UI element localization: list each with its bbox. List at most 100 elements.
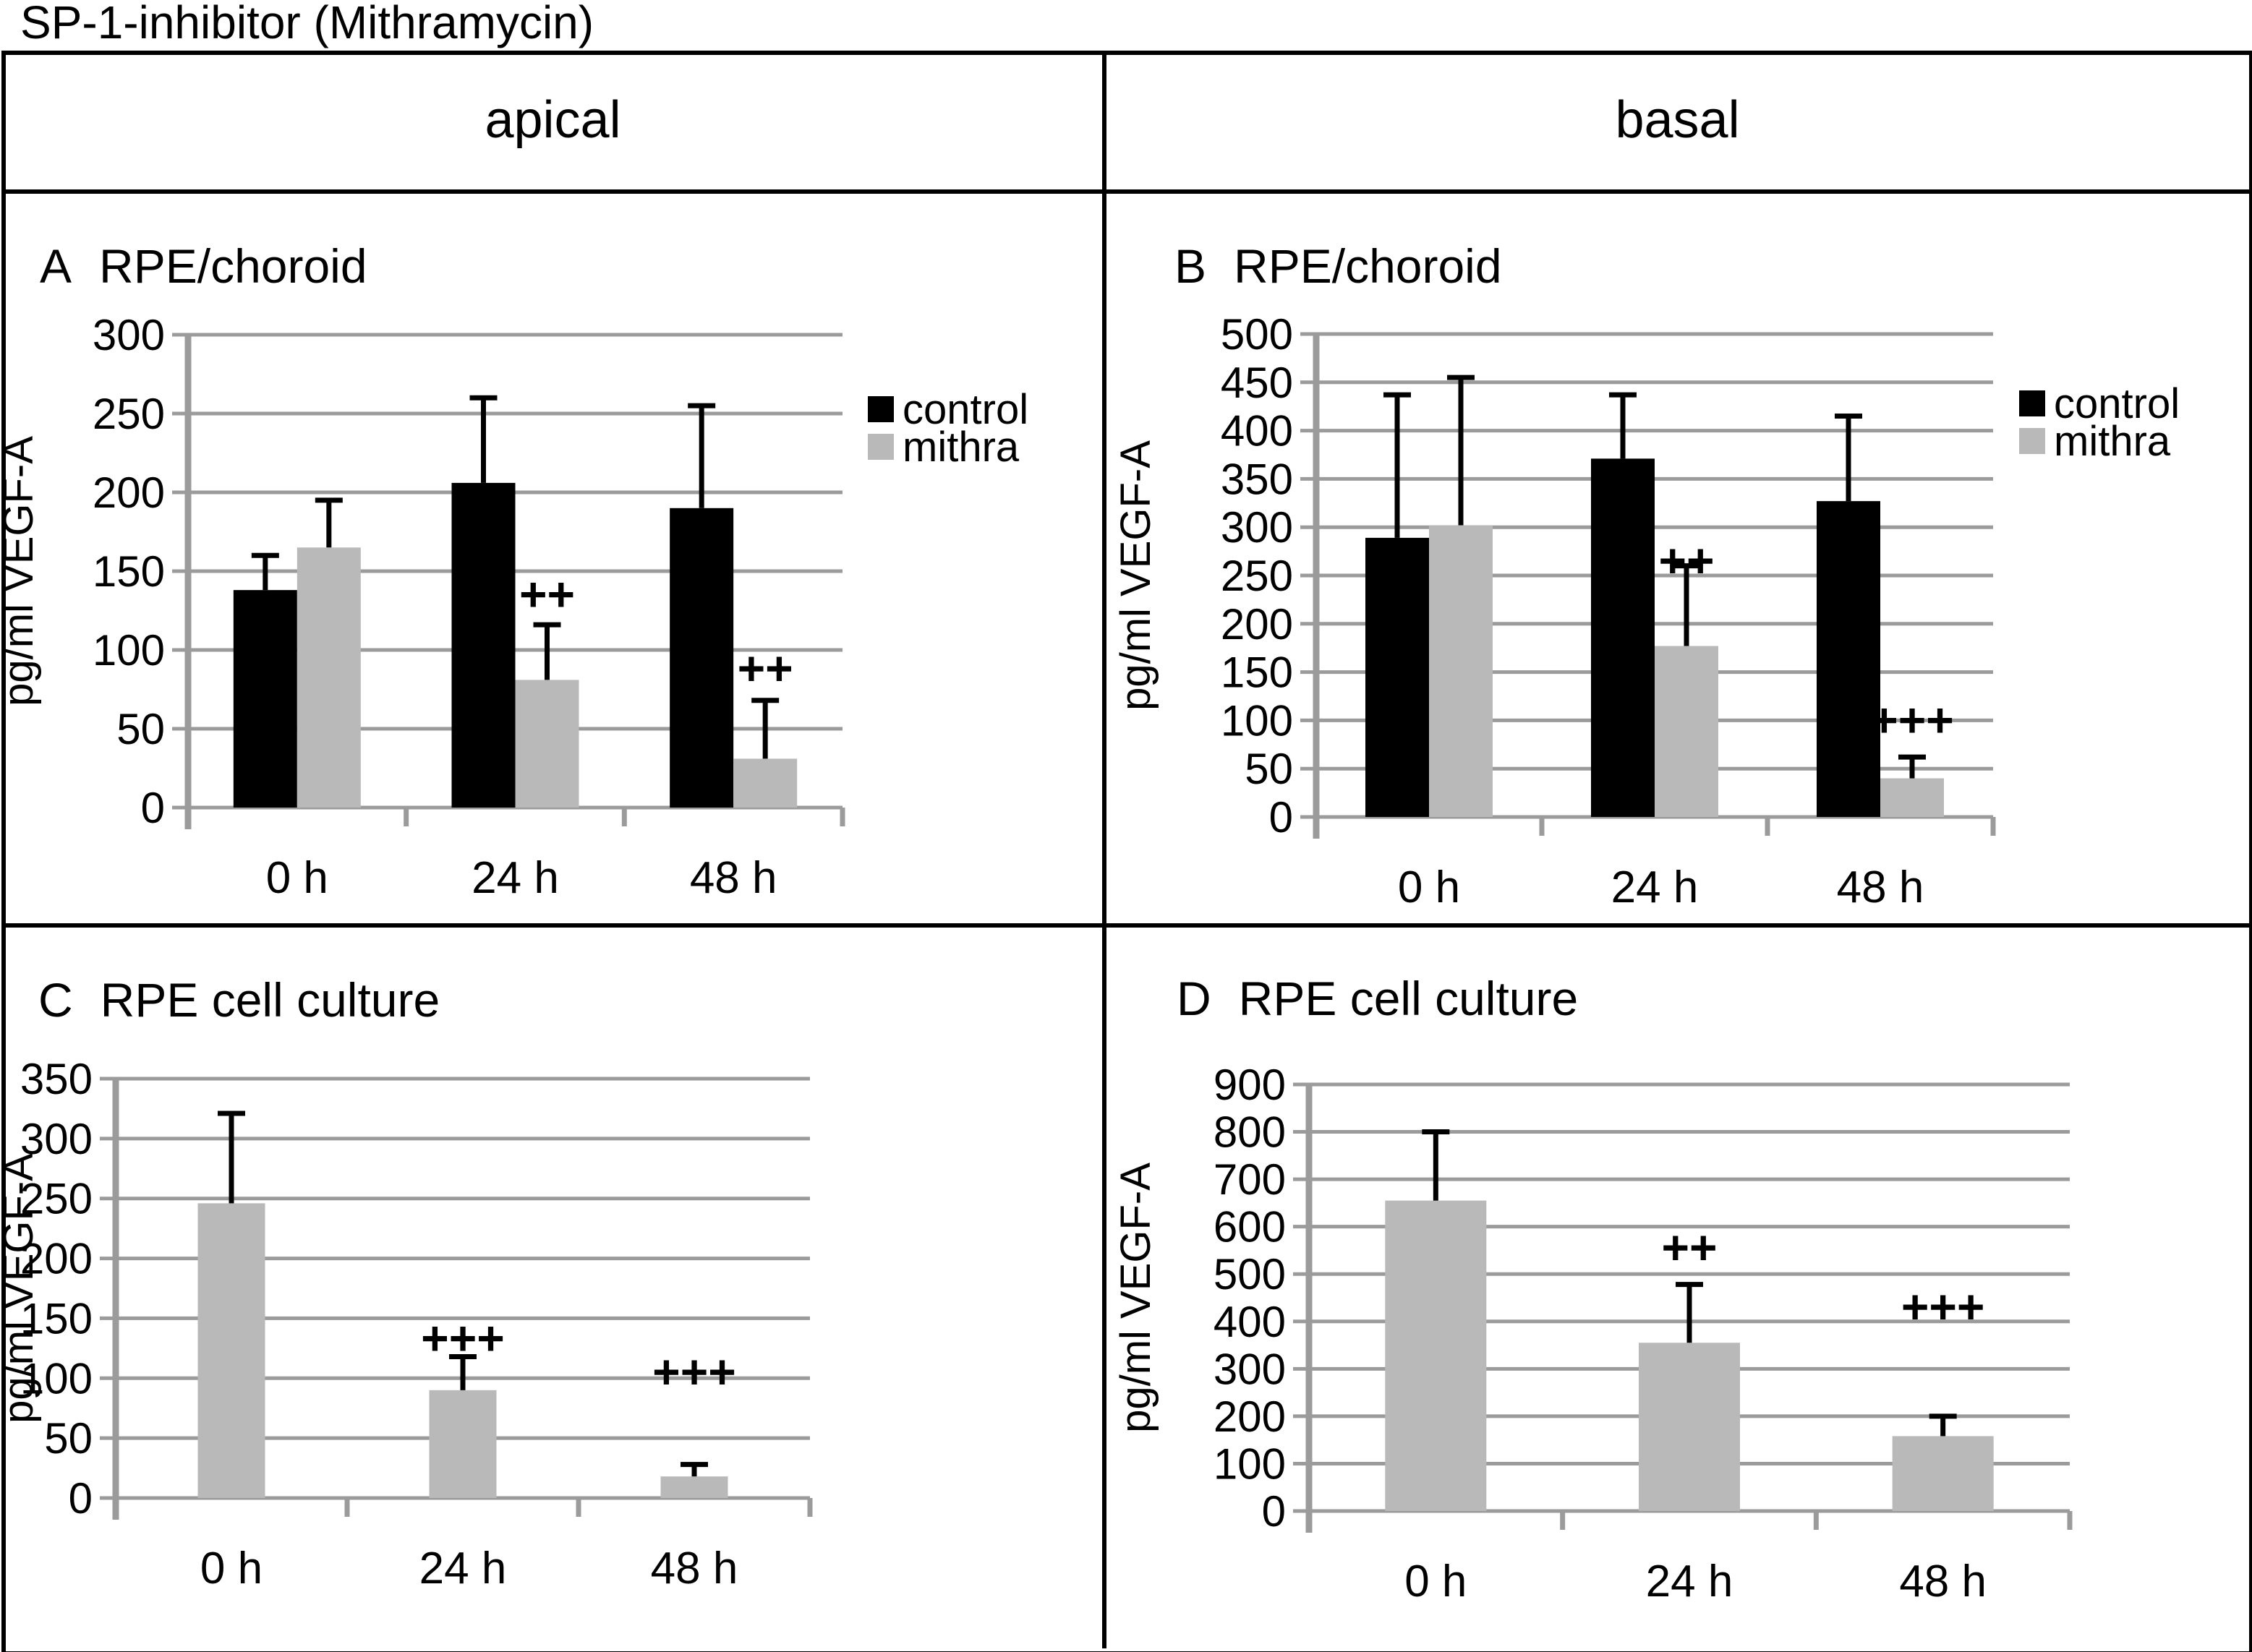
panel-b-name: RPE/choroid bbox=[1234, 239, 1502, 293]
y-tick-label: 200 bbox=[20, 1235, 93, 1283]
legend-swatch-control bbox=[868, 396, 894, 422]
bar-control-48h bbox=[670, 508, 734, 808]
significance-mark: +++ bbox=[1870, 693, 1954, 746]
bar-mithra-48h bbox=[733, 758, 798, 808]
x-category-label: 0 h bbox=[266, 853, 328, 903]
bar-mithra-24h bbox=[1639, 1343, 1740, 1511]
y-tick-label: 700 bbox=[1214, 1155, 1286, 1204]
panel-d-letter: D bbox=[1177, 972, 1211, 1025]
y-tick-label: 250 bbox=[20, 1175, 93, 1223]
x-category-label: 0 h bbox=[200, 1544, 263, 1593]
bar-mithra-48h bbox=[1892, 1436, 1994, 1511]
y-tick-label: 500 bbox=[1221, 310, 1293, 359]
bar-control-48h bbox=[1817, 501, 1880, 817]
significance-mark: ++ bbox=[519, 568, 575, 621]
y-tick-label: 50 bbox=[1245, 745, 1293, 793]
y-axis-label: pg/ml VEGF-A bbox=[1112, 1163, 1159, 1433]
y-tick-label: 250 bbox=[93, 390, 165, 438]
y-tick-label: 150 bbox=[1221, 649, 1293, 697]
header-divider bbox=[1, 189, 2249, 194]
x-category-label: 24 h bbox=[419, 1544, 507, 1593]
x-category-label: 24 h bbox=[1646, 1557, 1733, 1606]
y-tick-label: 200 bbox=[93, 468, 165, 517]
bar-mithra-48h bbox=[1880, 778, 1944, 817]
bar-mithra-0h bbox=[1385, 1200, 1487, 1511]
y-tick-label: 0 bbox=[141, 784, 165, 832]
bar-control-0h bbox=[233, 590, 297, 808]
x-category-label: 48 h bbox=[651, 1544, 738, 1593]
bar-mithra-0h bbox=[297, 547, 361, 808]
row-divider bbox=[1, 923, 2249, 928]
x-category-label: 24 h bbox=[1611, 863, 1699, 912]
y-axis-label: pg/ml VEGF-A bbox=[0, 436, 42, 706]
y-axis-label: pg/ml VEGF-A bbox=[1112, 440, 1159, 711]
column-header-apical-label: apical bbox=[485, 91, 621, 149]
legend-label-mithra: mithra bbox=[903, 424, 1020, 471]
y-tick-label: 500 bbox=[1214, 1250, 1286, 1298]
panel-d-title: D RPE cell culture bbox=[1177, 971, 1578, 1026]
significance-mark: ++ bbox=[1661, 1220, 1717, 1274]
y-tick-label: 0 bbox=[1269, 793, 1293, 842]
x-category-label: 24 h bbox=[472, 853, 559, 903]
x-category-label: 48 h bbox=[690, 853, 777, 903]
y-tick-label: 400 bbox=[1221, 407, 1293, 455]
significance-mark: +++ bbox=[652, 1345, 736, 1398]
column-header-apical: apical bbox=[1, 51, 1104, 189]
y-tick-label: 0 bbox=[69, 1474, 93, 1523]
x-category-label: 48 h bbox=[1899, 1557, 1987, 1606]
chart-rpe-cell-culture-apical: 0 50 100 150 200 250 300 350 pg/ml VEGF-A 0 h +++ 2… bbox=[0, 1055, 813, 1593]
bar-control-24h bbox=[451, 482, 516, 808]
y-tick-label: 450 bbox=[1221, 359, 1293, 407]
y-tick-label: 900 bbox=[1214, 1061, 1286, 1109]
legend-label-control: control bbox=[2054, 380, 2180, 427]
column-divider bbox=[1102, 51, 1106, 1648]
y-tick-label: 350 bbox=[20, 1055, 93, 1103]
legend-label-control: control bbox=[903, 386, 1028, 433]
y-tick-label: 100 bbox=[20, 1354, 93, 1403]
panel-d-name: RPE cell culture bbox=[1238, 972, 1579, 1025]
panel-b-title: B RPE/choroid bbox=[1174, 239, 1502, 294]
bar-control-24h bbox=[1591, 458, 1655, 817]
legend-label-mithra: mithra bbox=[2054, 418, 2171, 465]
panel-b-letter: B bbox=[1174, 239, 1207, 293]
panel-a-title: A RPE/choroid bbox=[40, 239, 367, 294]
y-tick-label: 150 bbox=[20, 1294, 93, 1343]
bar-control-0h bbox=[1365, 537, 1429, 817]
significance-mark: +++ bbox=[1901, 1280, 1985, 1333]
significance-mark: ++ bbox=[1658, 534, 1714, 587]
y-tick-label: 100 bbox=[93, 626, 165, 675]
panel-c-letter: C bbox=[38, 973, 73, 1027]
column-header-basal-label: basal bbox=[1615, 91, 1740, 149]
y-tick-label: 300 bbox=[1221, 503, 1293, 552]
legend-swatch-control bbox=[2019, 390, 2045, 416]
y-tick-label: 800 bbox=[1214, 1108, 1286, 1157]
bar-mithra-0h bbox=[1429, 525, 1493, 817]
y-tick-label: 50 bbox=[116, 705, 165, 753]
y-tick-label: 200 bbox=[1221, 600, 1293, 649]
panel-a-name: RPE/choroid bbox=[99, 239, 367, 293]
panel-c-title: C RPE cell culture bbox=[38, 972, 440, 1027]
chart-rpe-choroid-apical: 0 50 100 150 200 250 300 pg/ml VEGF-A 0 h ++ 24 h +… bbox=[0, 311, 1028, 903]
significance-mark: ++ bbox=[738, 641, 793, 695]
x-category-label: 0 h bbox=[1398, 863, 1460, 912]
y-tick-label: 600 bbox=[1214, 1203, 1286, 1251]
bar-mithra-24h bbox=[515, 680, 579, 808]
y-tick-label: 250 bbox=[1221, 552, 1293, 600]
bar-mithra-0h bbox=[197, 1203, 265, 1498]
x-category-label: 48 h bbox=[1837, 863, 1924, 912]
x-category-label: 0 h bbox=[1404, 1557, 1467, 1606]
y-tick-label: 350 bbox=[1221, 455, 1293, 503]
legend-swatch-mithra bbox=[2019, 428, 2045, 454]
y-tick-label: 300 bbox=[93, 311, 165, 359]
bar-mithra-24h bbox=[1655, 646, 1718, 817]
y-tick-label: 400 bbox=[1214, 1298, 1286, 1346]
bar-mithra-48h bbox=[660, 1476, 728, 1498]
y-tick-label: 100 bbox=[1214, 1439, 1286, 1488]
y-tick-label: 50 bbox=[44, 1414, 93, 1463]
panel-a-letter: A bbox=[40, 239, 72, 293]
bar-mithra-24h bbox=[429, 1390, 497, 1498]
y-tick-label: 100 bbox=[1221, 696, 1293, 745]
